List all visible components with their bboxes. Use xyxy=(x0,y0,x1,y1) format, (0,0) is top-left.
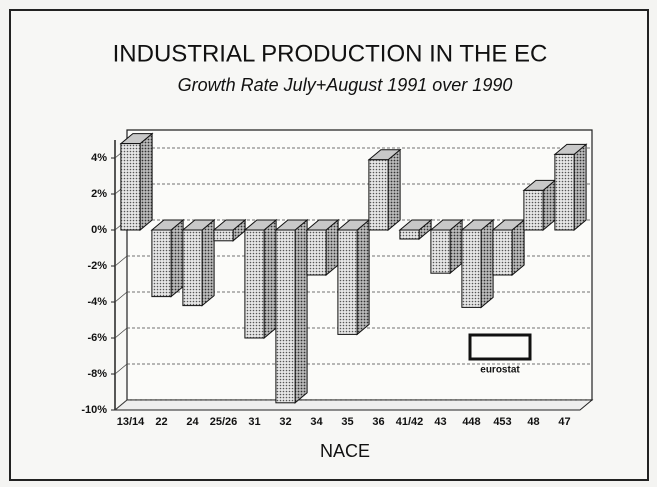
bar-side xyxy=(139,132,153,232)
x-tick-label: 34 xyxy=(310,416,323,428)
bar-front xyxy=(399,229,420,240)
x-tick-label: 35 xyxy=(341,416,353,428)
bar-front xyxy=(523,189,544,231)
x-tick-label: 448 xyxy=(462,416,480,428)
bar-front xyxy=(492,229,513,276)
y-tick-label: 4% xyxy=(91,152,107,164)
grid-diag xyxy=(114,363,128,375)
x-tick-label: 36 xyxy=(372,416,384,428)
bar xyxy=(150,218,185,298)
bar-side xyxy=(294,218,308,404)
chart-title: INDUSTRIAL PRODUCTION IN THE EC xyxy=(113,40,548,67)
bar-side xyxy=(573,143,587,232)
bar-front xyxy=(368,159,389,231)
x-tick-label: 47 xyxy=(558,416,570,428)
x-tick-label: 22 xyxy=(155,416,167,428)
bar xyxy=(553,143,588,232)
bar-front xyxy=(306,229,327,276)
bar-front xyxy=(461,229,482,308)
bar xyxy=(398,218,433,241)
bar xyxy=(305,218,340,277)
bar xyxy=(212,218,247,242)
logo-box xyxy=(468,333,532,361)
bar xyxy=(243,218,278,340)
plot-floor xyxy=(113,399,594,411)
y-tick-label: -8% xyxy=(87,368,107,380)
bar-front xyxy=(120,143,141,231)
bar xyxy=(181,218,216,307)
bar-front xyxy=(182,229,203,307)
chart-subtitle: Growth Rate July+August 1991 over 1990 xyxy=(178,75,513,95)
bar-front xyxy=(337,229,358,335)
x-tick-label: 453 xyxy=(493,416,511,428)
grid-diag xyxy=(114,255,128,267)
bar xyxy=(522,179,557,232)
bar xyxy=(274,218,309,404)
x-tick-label: 24 xyxy=(186,416,199,428)
bar xyxy=(491,218,526,277)
bar-front xyxy=(430,229,451,274)
x-tick-label: 32 xyxy=(279,416,291,428)
y-tick-label: -2% xyxy=(87,260,107,272)
y-tick-label: -4% xyxy=(87,296,107,308)
bar-front xyxy=(213,229,234,242)
x-tick-label: 25/26 xyxy=(210,416,238,428)
bar-side xyxy=(201,218,215,307)
bar-side xyxy=(480,218,494,309)
logo-text: eurostat xyxy=(480,365,520,376)
x-tick-label: 31 xyxy=(248,416,260,428)
logo: eurostat xyxy=(468,333,532,376)
bar-front xyxy=(554,153,575,231)
grid-diag xyxy=(114,291,128,303)
y-tick-label: -6% xyxy=(87,332,107,344)
x-tick-label: 41/42 xyxy=(396,416,424,428)
grid-diag xyxy=(114,399,128,411)
bar xyxy=(119,132,154,232)
x-tick-label: 43 xyxy=(434,416,446,428)
bar xyxy=(367,148,402,232)
y-tick-label: 2% xyxy=(91,188,107,200)
bar xyxy=(336,218,371,336)
bar xyxy=(460,218,495,309)
bar-side xyxy=(356,218,370,336)
bar-front xyxy=(275,229,296,404)
bar-side xyxy=(387,148,401,232)
bar xyxy=(429,218,464,275)
grid-diag xyxy=(114,327,128,339)
y-tick-label: -10% xyxy=(81,404,107,416)
bar-side xyxy=(170,218,184,298)
x-tick-label: 48 xyxy=(527,416,539,428)
y-tick-label: 0% xyxy=(91,224,107,236)
x-tick-label: 13/14 xyxy=(117,416,145,428)
bar-front xyxy=(151,229,172,298)
x-axis-label: NACE xyxy=(320,441,370,461)
bar-front xyxy=(244,229,265,339)
bar-side xyxy=(263,218,277,340)
